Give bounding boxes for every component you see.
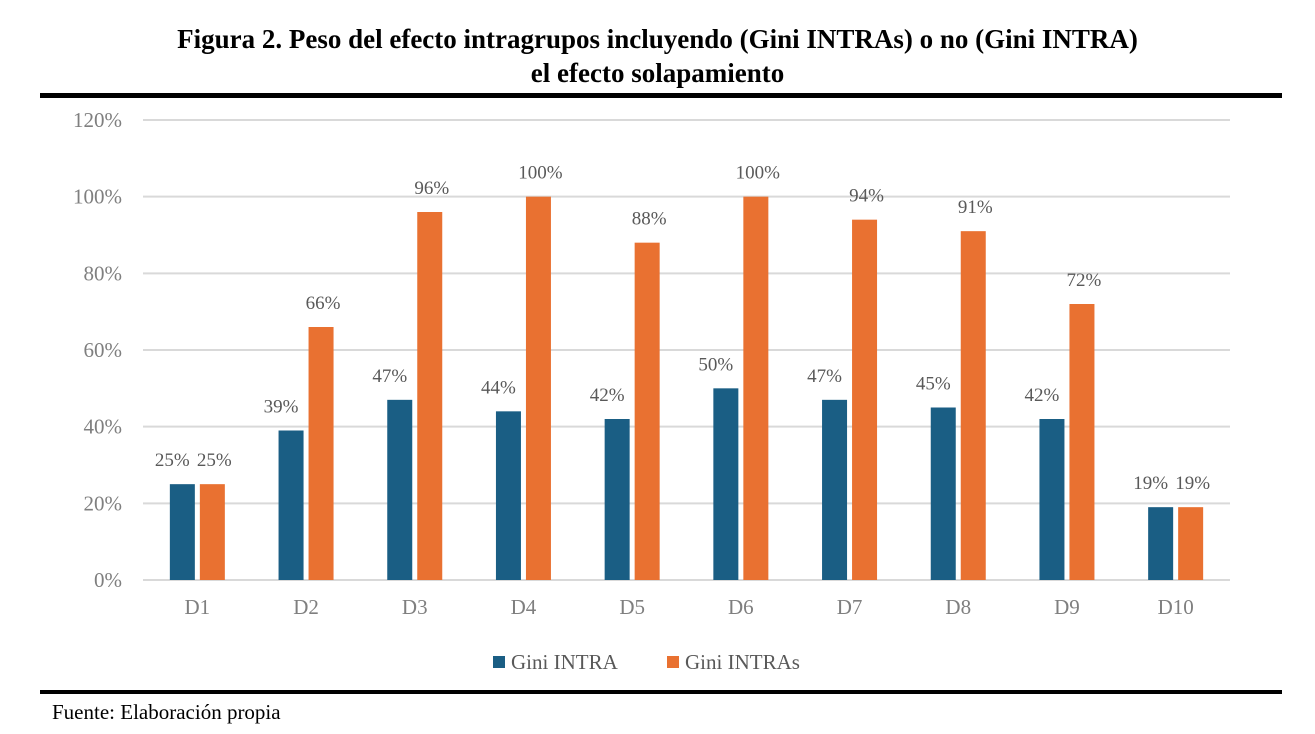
legend-label: Gini INTRAs <box>685 650 800 674</box>
y-tick-label: 0% <box>94 568 122 592</box>
x-tick-label: D3 <box>402 595 428 619</box>
bar-gini-intras-d4 <box>525 196 551 580</box>
figure-title-line-2: el efecto solapamiento <box>530 58 785 88</box>
x-tick-label: D2 <box>293 595 319 619</box>
legend-label: Gini INTRA <box>511 650 619 674</box>
data-labels: 25% 25% 39% 66% 47% 96% 44% 100% 42% 88% 50% 100% 47… <box>155 163 1210 494</box>
data-label: 25% <box>197 450 232 471</box>
legend-swatch-gini-intra <box>493 656 505 668</box>
data-label: 45% <box>916 374 951 395</box>
bar-gini-intras-d6 <box>743 196 769 580</box>
bar-gini-intra-d7 <box>822 399 848 580</box>
bar-gini-intra-d5 <box>604 419 630 580</box>
legend: Gini INTRA Gini INTRAs <box>493 650 800 674</box>
figure-title: Figura 2. Peso del efecto intragrupos in… <box>0 22 1315 90</box>
x-tick-label: D7 <box>837 595 863 619</box>
data-label: 88% <box>632 209 667 230</box>
source-note: Fuente: Elaboración propia <box>52 700 281 724</box>
x-tick-label: D4 <box>511 595 537 619</box>
data-label: 19% <box>1133 473 1168 494</box>
bar-gini-intras-d5 <box>634 242 660 580</box>
bars <box>169 196 1204 580</box>
bar-gini-intras-d3 <box>417 212 443 580</box>
y-tick-label: 60% <box>84 338 123 362</box>
bar-gini-intra-d8 <box>930 407 956 580</box>
bar-gini-intras-d2 <box>308 327 334 580</box>
x-tick-label: D8 <box>945 595 971 619</box>
bar-gini-intras-d1 <box>199 484 225 580</box>
bar-gini-intras-d9 <box>1069 304 1095 580</box>
y-tick-label: 40% <box>84 415 123 439</box>
y-axis-ticks: 0% 20% 40% 60% 80% 100% 120% <box>73 108 122 592</box>
x-tick-label: D5 <box>619 595 645 619</box>
bottom-rule <box>40 690 1282 694</box>
data-label: 39% <box>264 397 299 418</box>
legend-swatch-gini-intras <box>667 656 679 668</box>
data-label: 91% <box>958 197 993 218</box>
top-rule <box>40 93 1282 98</box>
y-tick-label: 80% <box>84 261 123 285</box>
data-label: 94% <box>849 186 884 207</box>
bar-gini-intra-d10 <box>1148 507 1174 580</box>
bar-gini-intra-d2 <box>278 430 304 580</box>
bar-gini-intra-d6 <box>713 388 739 580</box>
x-axis-ticks: D1 D2 D3 D4 D5 D6 D7 D8 D9 D10 <box>185 595 1194 619</box>
bar-gini-intras-d8 <box>960 231 986 580</box>
x-tick-label: D9 <box>1054 595 1080 619</box>
data-label: 25% <box>155 450 190 471</box>
bar-chart: 0% 20% 40% 60% 80% 100% 120% 25% 25% 39% 66% 47% 96… <box>73 108 1230 674</box>
data-label: 100% <box>736 163 781 184</box>
data-label: 72% <box>1067 270 1102 291</box>
data-label: 47% <box>372 366 407 387</box>
data-label: 19% <box>1175 473 1210 494</box>
bar-gini-intra-d4 <box>495 411 521 580</box>
data-label: 50% <box>698 354 733 375</box>
bar-gini-intra-d3 <box>387 399 413 580</box>
data-label: 66% <box>306 293 341 314</box>
data-label: 96% <box>414 178 449 199</box>
y-tick-label: 20% <box>84 491 123 515</box>
figure-title-line-1: Figura 2. Peso del efecto intragrupos in… <box>177 24 1138 54</box>
y-tick-label: 120% <box>73 108 122 132</box>
data-label: 42% <box>1025 385 1060 406</box>
bar-gini-intras-d10 <box>1178 507 1204 580</box>
bar-gini-intra-d1 <box>169 484 195 580</box>
data-label: 100% <box>518 163 563 184</box>
bar-gini-intras-d7 <box>852 219 878 580</box>
bar-gini-intra-d9 <box>1039 419 1065 580</box>
x-tick-label: D6 <box>728 595 754 619</box>
y-tick-label: 100% <box>73 185 122 209</box>
data-label: 42% <box>590 385 625 406</box>
gridlines <box>143 119 1230 581</box>
data-label: 44% <box>481 377 516 398</box>
x-tick-label: D10 <box>1158 595 1194 619</box>
data-label: 47% <box>807 366 842 387</box>
x-tick-label: D1 <box>185 595 211 619</box>
